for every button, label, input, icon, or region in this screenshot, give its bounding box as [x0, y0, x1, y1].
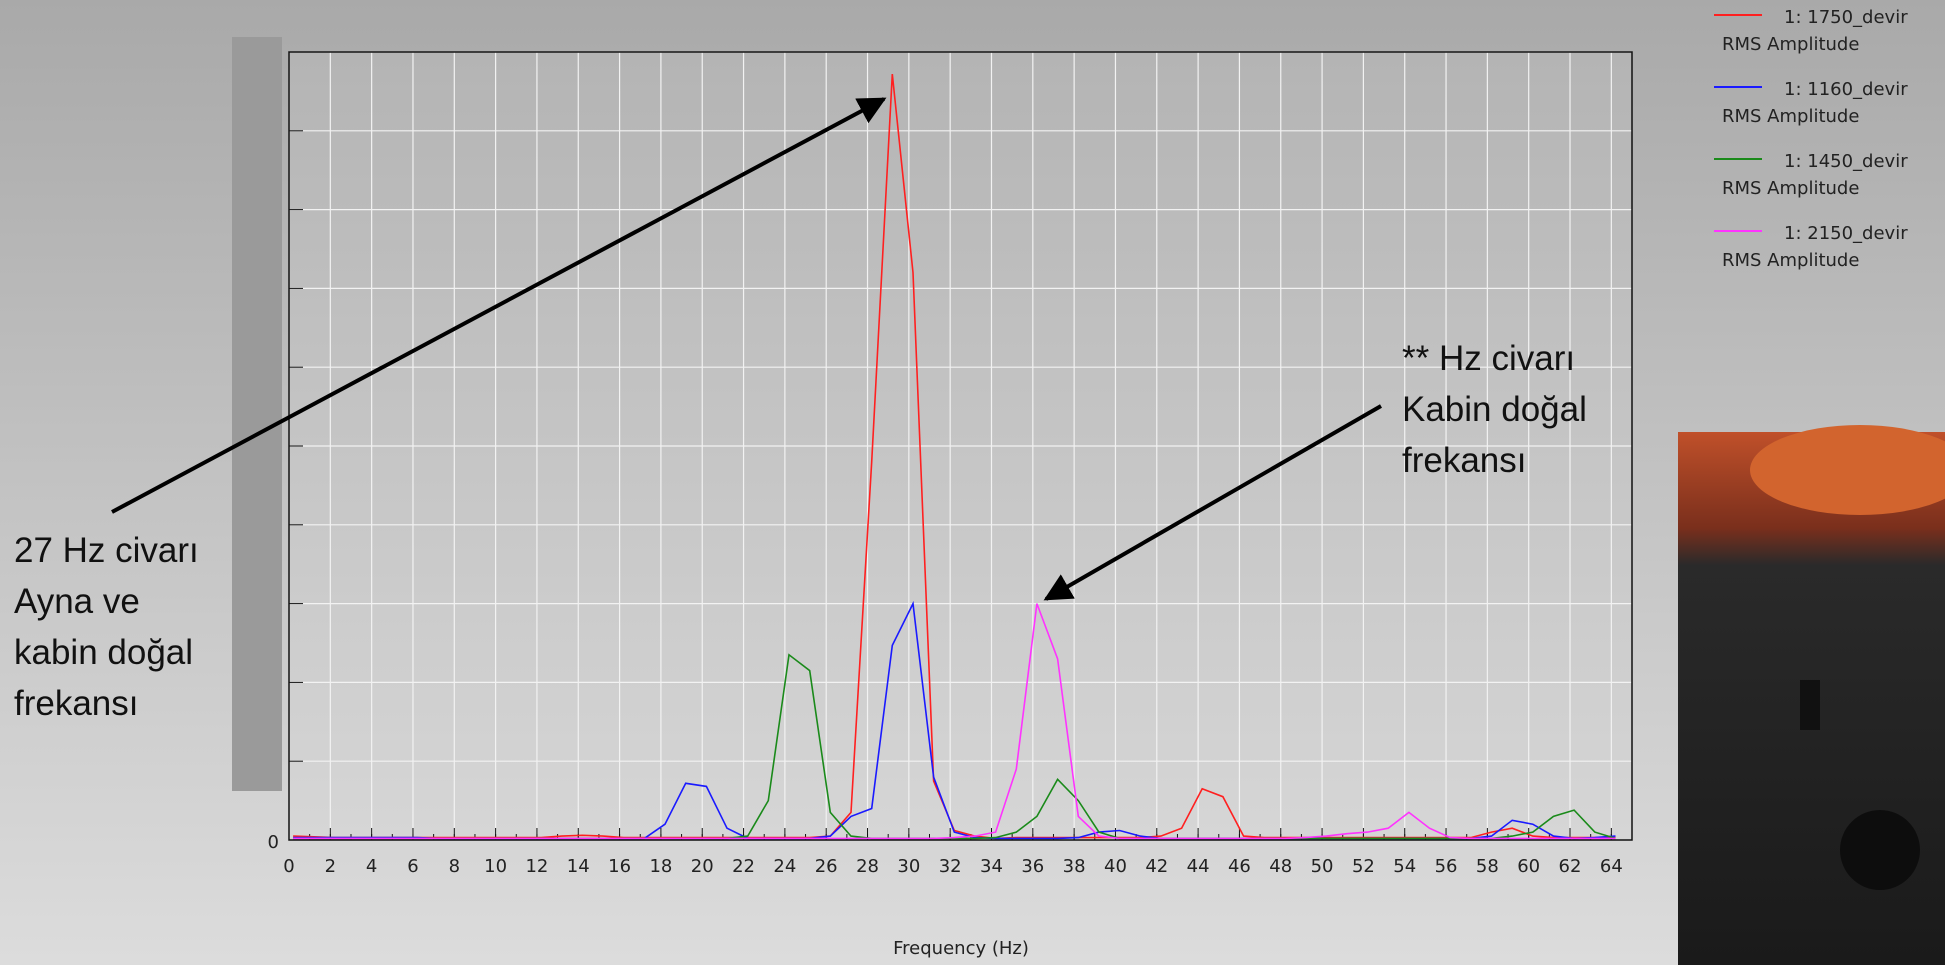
- x-tick-label: 6: [407, 856, 418, 877]
- legend-label: 1: 1160_devir: [1784, 79, 1908, 100]
- x-tick-label: 32: [939, 856, 962, 877]
- x-tick-label: 52: [1352, 856, 1375, 877]
- x-tick-label: 54: [1393, 856, 1416, 877]
- x-tick-label: 8: [449, 856, 460, 877]
- x-tick-label: 34: [980, 856, 1003, 877]
- annotation-text: Kabin doğal: [1402, 390, 1587, 429]
- annotation-text: ** Hz civarı: [1402, 339, 1575, 378]
- annotation-text: kabin doğal: [14, 633, 193, 672]
- annotation-text: Ayna ve: [14, 582, 140, 621]
- annotation-text: frekansı: [14, 684, 139, 723]
- x-tick-label: 20: [691, 856, 714, 877]
- side-bar: [232, 37, 282, 791]
- x-tick-label: 14: [567, 856, 590, 877]
- annotation-text: frekansı: [1402, 441, 1527, 480]
- x-tick-label: 50: [1311, 856, 1334, 877]
- annotation-text: 27 Hz civarı: [14, 531, 199, 570]
- x-tick-label: 36: [1021, 856, 1044, 877]
- x-tick-label: 60: [1517, 856, 1540, 877]
- x-tick-label: 58: [1476, 856, 1499, 877]
- legend-label: 1: 1750_devir: [1784, 7, 1908, 28]
- x-tick-label: 2: [325, 856, 336, 877]
- x-tick-label: 12: [525, 856, 548, 877]
- x-tick-label: 38: [1063, 856, 1086, 877]
- chart: 0246810121416182022242628303234363840424…: [0, 0, 1945, 965]
- x-tick-label: 30: [897, 856, 920, 877]
- x-tick-label: 56: [1435, 856, 1458, 877]
- y-tick-label: 0: [268, 832, 279, 853]
- legend-label: 1: 2150_devir: [1784, 223, 1908, 244]
- x-tick-label: 0: [283, 856, 294, 877]
- legend-sublabel: RMS Amplitude: [1722, 34, 1859, 55]
- photo-detail: [1840, 810, 1920, 890]
- x-tick-label: 42: [1145, 856, 1168, 877]
- x-tick-label: 18: [649, 856, 672, 877]
- x-tick-label: 24: [773, 856, 796, 877]
- legend-sublabel: RMS Amplitude: [1722, 106, 1859, 127]
- x-tick-label: 46: [1228, 856, 1251, 877]
- x-tick-label: 64: [1600, 856, 1623, 877]
- x-tick-label: 44: [1187, 856, 1210, 877]
- x-tick-label: 4: [366, 856, 377, 877]
- x-axis-label: Frequency (Hz): [893, 938, 1029, 959]
- page: 0246810121416182022242628303234363840424…: [0, 0, 1945, 965]
- photo-detail: [1800, 680, 1820, 730]
- x-tick-label: 48: [1269, 856, 1292, 877]
- legend-sublabel: RMS Amplitude: [1722, 178, 1859, 199]
- legend-sublabel: RMS Amplitude: [1722, 250, 1859, 271]
- x-tick-label: 40: [1104, 856, 1127, 877]
- legend-label: 1: 1450_devir: [1784, 151, 1908, 172]
- x-tick-label: 62: [1559, 856, 1582, 877]
- x-tick-label: 26: [815, 856, 838, 877]
- x-tick-label: 10: [484, 856, 507, 877]
- x-tick-label: 28: [856, 856, 879, 877]
- x-tick-label: 22: [732, 856, 755, 877]
- x-tick-label: 16: [608, 856, 631, 877]
